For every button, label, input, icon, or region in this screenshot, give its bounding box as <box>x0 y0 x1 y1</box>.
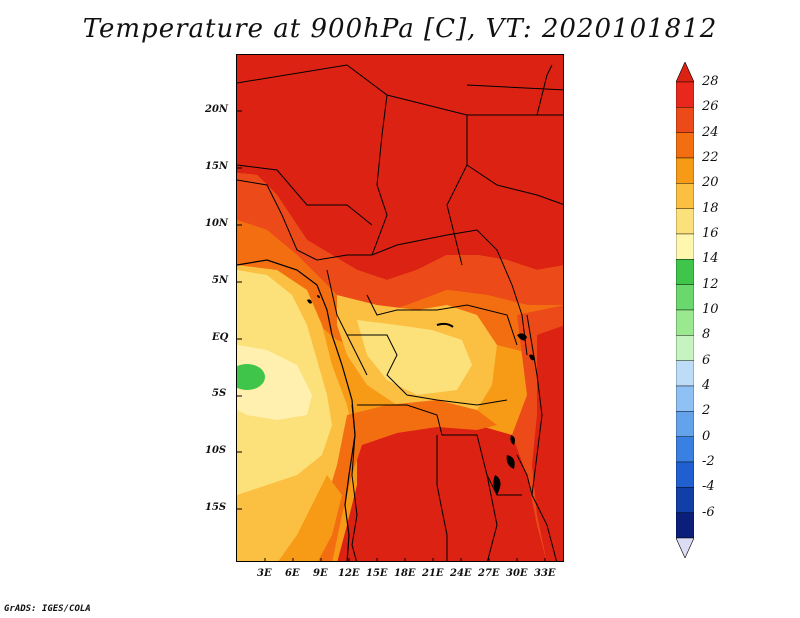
chart-title: Temperature at 900hPa [C], VT: 202010181… <box>82 14 718 44</box>
central-basin-inner <box>357 320 472 395</box>
lon-label-9e: 9E <box>313 568 328 579</box>
colorbar-box <box>676 360 694 387</box>
lon-label-6e: 6E <box>285 568 300 579</box>
colorbar-tick-label: -6 <box>702 504 715 520</box>
map-panel <box>236 54 564 562</box>
colorbar-box <box>676 461 694 488</box>
colorbar-box <box>676 259 694 285</box>
colorbar-tick-label: 6 <box>702 352 711 368</box>
colorbar-box <box>676 208 694 235</box>
colorbar-tick-label: 18 <box>702 200 719 216</box>
lon-ticks <box>264 558 546 561</box>
lakes <box>307 295 535 495</box>
hot-region-north <box>237 55 563 280</box>
colorbar-tick-label: 16 <box>702 226 719 241</box>
temperature-map <box>237 55 563 561</box>
colorbar-box <box>676 385 694 412</box>
lat-label-5n: 5N <box>212 275 229 286</box>
colorbar-box <box>676 157 694 184</box>
colorbar-tick-label: 10 <box>702 302 719 317</box>
colorbar-box <box>676 335 694 361</box>
colorbar-box <box>676 436 694 463</box>
colorbar-box <box>676 233 694 260</box>
colorbar-box <box>676 309 694 336</box>
colorbar-box <box>676 132 694 159</box>
colorbar-tick-label: 4 <box>702 378 711 393</box>
colorbar-box <box>676 107 694 133</box>
lat-label-20n: 20N <box>205 104 229 115</box>
colorbar-tick-label: -4 <box>702 479 715 495</box>
colorbar-over-triangle <box>676 62 694 83</box>
colorbar-tick-label: 22 <box>702 150 719 165</box>
colorbar-box <box>676 487 694 513</box>
colorbar-under-triangle <box>676 537 694 558</box>
lon-label-15e: 15E <box>366 568 388 579</box>
lon-label-12e: 12E <box>338 568 360 579</box>
green-cool-spot <box>237 364 265 390</box>
colorbar <box>676 62 694 558</box>
colorbar-tick-label: -2 <box>702 454 715 469</box>
colorbar-tick-label: 20 <box>702 175 719 191</box>
lat-label-15s: 15S <box>205 502 227 513</box>
country-borders <box>237 64 563 561</box>
lat-ticks <box>237 110 242 510</box>
colorbar-tick-label: 12 <box>702 276 719 292</box>
lon-label-21e: 21E <box>422 568 444 579</box>
warm-band-north <box>237 173 563 315</box>
lon-label-27e: 27E <box>478 568 500 579</box>
colorbar-tick-label: 14 <box>702 251 719 267</box>
hot-south <box>337 420 547 561</box>
lat-label-5s: 5S <box>212 388 227 399</box>
grads-credit: GrADS: IGES/COLA <box>4 604 91 614</box>
coolest-ocean <box>237 345 312 420</box>
lat-label-10n: 10N <box>205 218 229 229</box>
colorbar-box <box>676 183 694 209</box>
colorbar-box <box>676 81 694 108</box>
west-coastline <box>237 259 356 561</box>
colorbar-tick-label: 0 <box>702 428 711 444</box>
colorbar-tick-label: 8 <box>702 327 711 343</box>
colorbar-box <box>676 411 694 437</box>
hottest-east <box>532 325 563 561</box>
band-south-22 <box>278 475 342 561</box>
colorbar-tick-label: 2 <box>702 403 711 419</box>
lon-label-18e: 18E <box>394 568 416 579</box>
lon-label-30e: 30E <box>506 568 528 579</box>
lon-label-24e: 24E <box>450 568 472 579</box>
lat-label-15n: 15N <box>205 161 229 172</box>
colorbar-box <box>676 512 694 539</box>
lon-label-3e: 3E <box>257 568 272 579</box>
lat-label-10s: 10S <box>205 445 227 456</box>
colorbar-tick-label: 26 <box>702 99 719 115</box>
lat-label-eq: EQ <box>212 332 229 343</box>
colorbar-tick-label: 24 <box>702 124 719 140</box>
lon-label-33e: 33E <box>534 568 556 579</box>
colorbar-box <box>676 284 694 311</box>
colorbar-tick-label: 28 <box>702 74 719 89</box>
